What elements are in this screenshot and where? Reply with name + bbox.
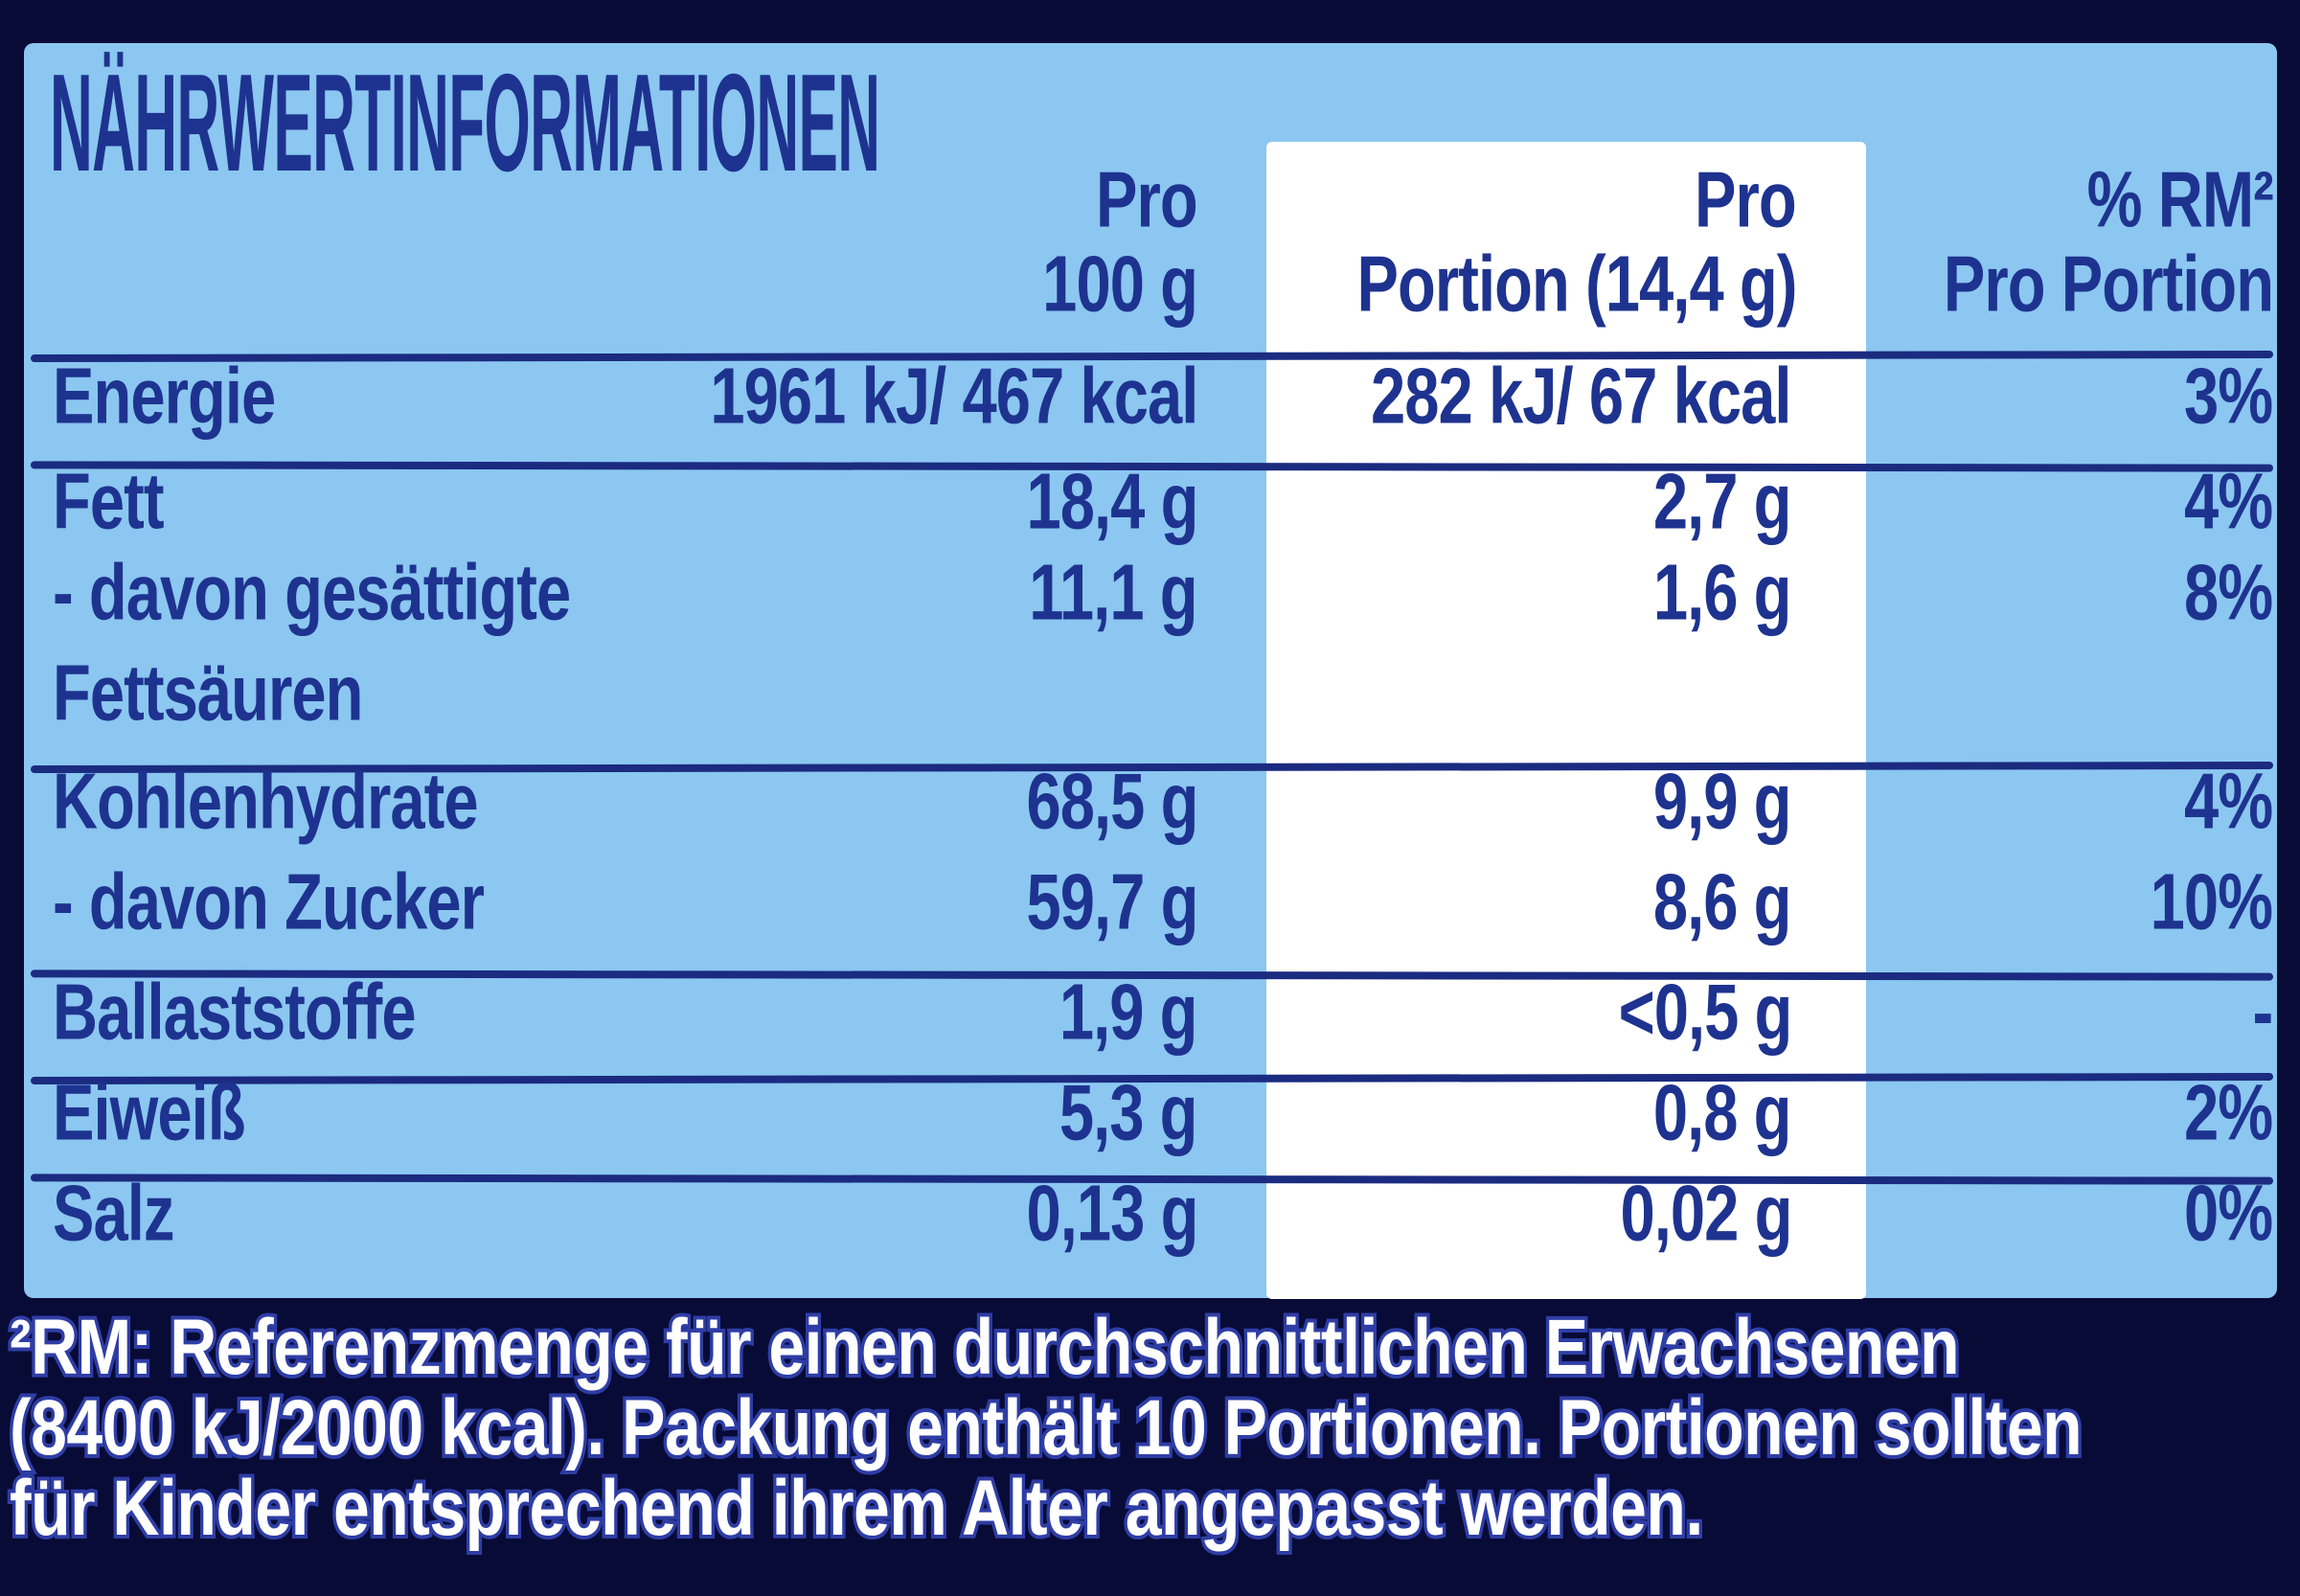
value-rm-percent: 0% <box>2183 1169 2273 1258</box>
value-rm-percent: 2% <box>2183 1068 2273 1157</box>
column-header-per-portion: Pro Portion (14,4 g) <box>1274 155 1797 328</box>
value-per-100g: 5,3 g <box>1059 1068 1198 1157</box>
value-per-portion: 9,9 g <box>1653 757 1792 846</box>
header-rm-percent-line1: % RM² <box>2086 155 2274 244</box>
row-label: - davon Zucker <box>53 857 485 946</box>
header-per-portion-line1: Pro <box>1695 155 1797 244</box>
header-per-portion-line2: Portion (14,4 g) <box>1356 239 1797 329</box>
header-per-100g-line2: 100 g <box>1042 239 1198 329</box>
row-label: - davon gesättigte <box>53 548 571 637</box>
value-per-portion: 2,7 g <box>1653 457 1792 546</box>
row-label: Energie <box>53 352 276 441</box>
row-label: Salz <box>53 1169 174 1258</box>
value-per-portion: 0,02 g <box>1620 1169 1792 1258</box>
page-title-text: NÄHRWERTINFORMATIONEN <box>50 45 880 201</box>
page-title: NÄHRWERTINFORMATIONEN <box>50 44 1388 200</box>
column-header-per-100g: Pro 100 g <box>575 155 1198 328</box>
header-rm-percent-line2: Pro Portion <box>1943 239 2274 329</box>
header-per-100g-line1: Pro <box>1096 155 1198 244</box>
footnote: ²RM: Referenzmenge für einen durchschnit… <box>7 1300 2146 1556</box>
value-per-100g: 1,9 g <box>1059 968 1198 1057</box>
value-rm-percent: 8% <box>2183 548 2273 637</box>
value-rm-percent: 3% <box>2183 352 2273 441</box>
value-per-100g: 11,1 g <box>1029 548 1198 637</box>
value-per-portion: 1,6 g <box>1653 548 1792 637</box>
value-per-portion: <0,5 g <box>1618 968 1792 1057</box>
footnote-line-2: (8400 kJ/2000 kcal). Packung enthält 10 … <box>7 1380 2085 1475</box>
value-per-portion: 282 kJ/ 67 kcal <box>1371 352 1791 441</box>
portion-highlight-column <box>1266 142 1866 1299</box>
row-label: Eiweiß <box>53 1068 246 1157</box>
value-rm-percent: 4% <box>2183 457 2273 546</box>
value-per-100g: 1961 kJ/ 467 kcal <box>709 352 1198 441</box>
value-per-100g: 59,7 g <box>1026 857 1198 946</box>
row-label: Fett <box>53 457 165 546</box>
footnote-line-1: ²RM: Referenzmenge für einen durchschnit… <box>7 1300 1963 1395</box>
row-label: Kohlenhydrate <box>53 757 479 846</box>
footnote-line-3: für Kinder entsprechend ihrem Alter ange… <box>7 1461 1707 1556</box>
nutrition-table-panel <box>24 43 2277 1298</box>
row-label: Ballaststoffe <box>53 968 417 1057</box>
value-per-100g: 0,13 g <box>1026 1169 1198 1258</box>
column-header-rm-percent: % RM² Pro Portion <box>1820 155 2274 328</box>
value-per-100g: 18,4 g <box>1026 457 1198 546</box>
value-per-100g: 68,5 g <box>1026 757 1198 846</box>
value-per-portion: 8,6 g <box>1653 857 1792 946</box>
value-rm-percent: 4% <box>2183 757 2273 846</box>
row-label: Fettsäuren <box>53 649 363 738</box>
value-rm-percent: - <box>2252 968 2273 1057</box>
value-rm-percent: 10% <box>2150 857 2272 946</box>
value-per-portion: 0,8 g <box>1653 1068 1792 1157</box>
